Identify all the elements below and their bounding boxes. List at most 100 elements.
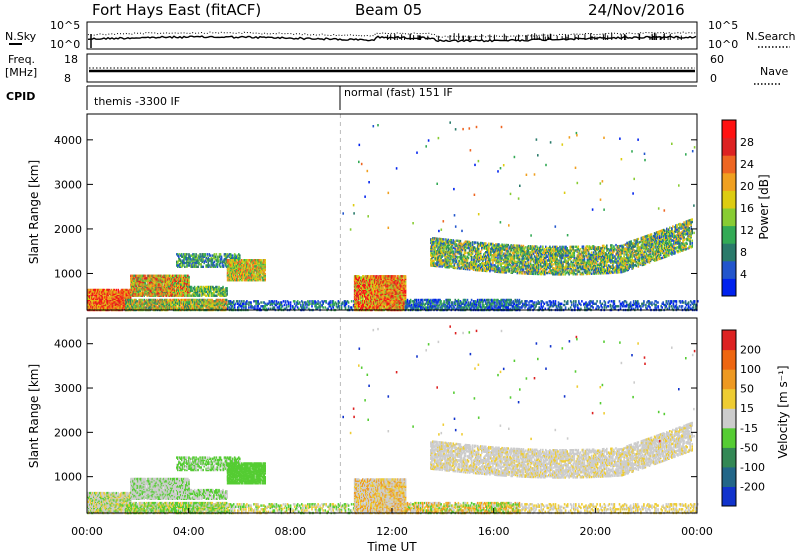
power-cell xyxy=(229,270,232,273)
power-cell xyxy=(243,300,245,303)
power-cell xyxy=(210,298,213,302)
power-cell xyxy=(109,297,111,300)
power-cell xyxy=(181,284,183,287)
power-cell xyxy=(250,279,252,282)
power-cell xyxy=(116,302,119,305)
power-cell xyxy=(150,301,153,304)
power-cell xyxy=(151,284,154,287)
power-cell xyxy=(126,288,129,292)
power-cell xyxy=(176,263,178,266)
power-cell xyxy=(249,266,251,269)
power-cell xyxy=(216,256,219,260)
power-cell xyxy=(215,259,218,262)
power-cell xyxy=(183,261,185,265)
power-cell xyxy=(254,276,256,279)
power-cell xyxy=(206,258,209,261)
power-cell xyxy=(102,307,104,310)
power-cell xyxy=(167,292,170,295)
power-cell xyxy=(177,260,179,263)
power-cell xyxy=(92,307,94,310)
power-cell xyxy=(162,279,165,282)
power-cell xyxy=(206,287,208,290)
noise-tick-bottom-right: 10^0 xyxy=(708,38,738,51)
power-cell xyxy=(128,305,130,308)
power-cell xyxy=(202,307,204,310)
power-cell xyxy=(319,305,321,308)
power-cell xyxy=(176,289,178,292)
power-cell xyxy=(109,290,111,293)
power-cell xyxy=(280,301,283,304)
power-cell xyxy=(178,287,180,290)
power-cell xyxy=(222,289,224,292)
power-cell xyxy=(111,290,113,293)
power-cell xyxy=(91,297,93,300)
power-cell xyxy=(219,265,222,268)
power-cell xyxy=(251,260,253,263)
power-cell xyxy=(179,259,181,262)
power-cell xyxy=(168,306,171,309)
power-cell xyxy=(246,270,248,273)
power-cell xyxy=(170,302,173,305)
power-cell xyxy=(180,264,182,267)
power-cell xyxy=(252,272,254,276)
power-cell xyxy=(245,267,247,271)
power-cell xyxy=(235,260,238,263)
power-cell xyxy=(252,265,254,268)
power-cell xyxy=(231,260,234,263)
power-cell xyxy=(157,289,160,292)
power-cell xyxy=(253,277,255,281)
power-cell xyxy=(180,302,182,305)
power-cell xyxy=(205,260,207,263)
power-cell xyxy=(145,284,148,287)
power-cell xyxy=(161,300,164,303)
power-cell xyxy=(225,298,228,302)
power-cell xyxy=(176,282,178,285)
power-cell xyxy=(240,269,242,272)
power-cell xyxy=(174,289,177,292)
power-cell xyxy=(229,264,232,267)
power-cell xyxy=(182,277,184,280)
power-cell xyxy=(133,298,135,302)
power-cell xyxy=(142,284,144,287)
power-cell xyxy=(96,295,98,298)
power-cell xyxy=(185,282,187,285)
power-cell xyxy=(182,282,184,285)
power-cell xyxy=(304,306,306,309)
power-cell xyxy=(114,295,117,298)
power-cell xyxy=(231,277,234,281)
power-cell xyxy=(142,287,144,290)
power-cell xyxy=(252,279,254,282)
power-cell xyxy=(147,305,150,308)
power-cell xyxy=(216,259,219,262)
power-cell xyxy=(211,305,214,308)
power-cell xyxy=(223,294,225,297)
power-cell xyxy=(183,279,185,282)
power-cell xyxy=(232,259,235,262)
power-cell xyxy=(145,277,148,280)
power-cell xyxy=(135,298,137,302)
power-cell xyxy=(95,290,97,293)
power-cell xyxy=(173,279,176,282)
power-cell xyxy=(188,261,190,265)
power-cell xyxy=(231,272,234,276)
power-cell xyxy=(217,289,219,292)
power-cell xyxy=(163,305,166,308)
power-cell xyxy=(92,292,94,295)
power-cell xyxy=(120,297,123,300)
power-cell xyxy=(238,279,240,282)
power-cell xyxy=(235,264,238,267)
power-cell xyxy=(202,265,204,268)
power-cell xyxy=(191,263,193,266)
power-cell xyxy=(228,254,231,257)
power-cell xyxy=(234,270,237,273)
power-cell xyxy=(311,305,313,308)
power-cell xyxy=(185,253,187,256)
power-cell xyxy=(215,302,218,305)
power-cell xyxy=(180,307,182,310)
power-cell xyxy=(224,292,226,295)
power-cell xyxy=(240,272,242,276)
power-cell xyxy=(209,294,211,297)
power-cell xyxy=(227,266,230,269)
power-cell xyxy=(214,255,217,258)
power-cell xyxy=(248,266,250,269)
